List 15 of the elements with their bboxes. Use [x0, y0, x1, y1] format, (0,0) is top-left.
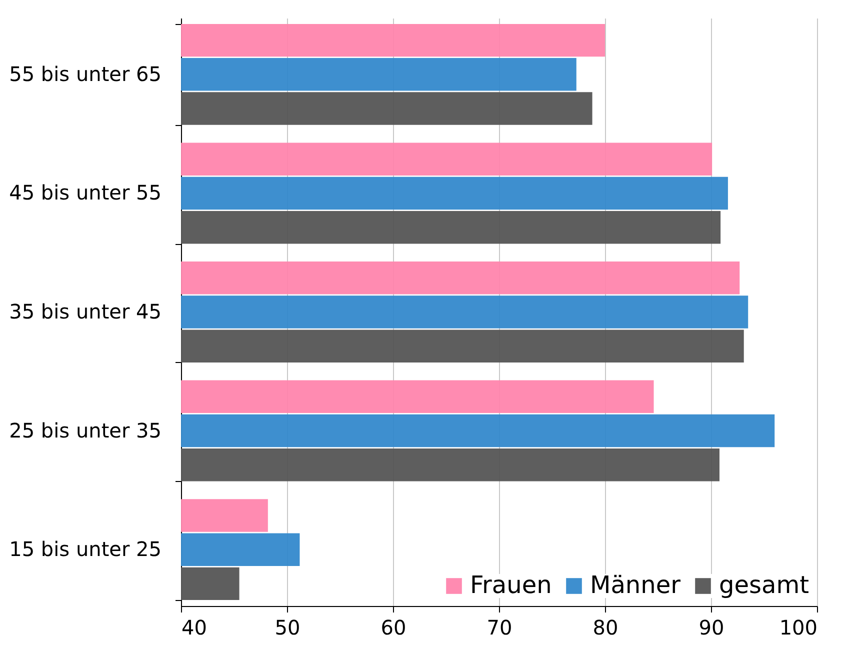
legend-label: Männer [590, 571, 681, 599]
y-tick-label: 25 bis unter 35 [9, 418, 162, 442]
x-tick-label: 100 [779, 616, 818, 640]
x-tick-label: 40 [182, 616, 207, 640]
x-tick-label: 90 [698, 616, 724, 640]
y-tick-label: 45 bis unter 55 [9, 180, 162, 205]
x-tick-label: 70 [486, 616, 512, 640]
y-tick-label: 15 bis unter 25 [9, 537, 162, 562]
x-tick-label: 80 [592, 616, 618, 640]
legend-label: Frauen [470, 571, 552, 599]
legend-label: gesamt [719, 571, 809, 599]
x-tick-label: 50 [274, 616, 300, 640]
x-tick-label: 60 [380, 616, 406, 640]
y-tick-label: 35 bis unter 45 [9, 300, 162, 324]
y-tick-label: 55 bis unter 65 [9, 62, 162, 86]
